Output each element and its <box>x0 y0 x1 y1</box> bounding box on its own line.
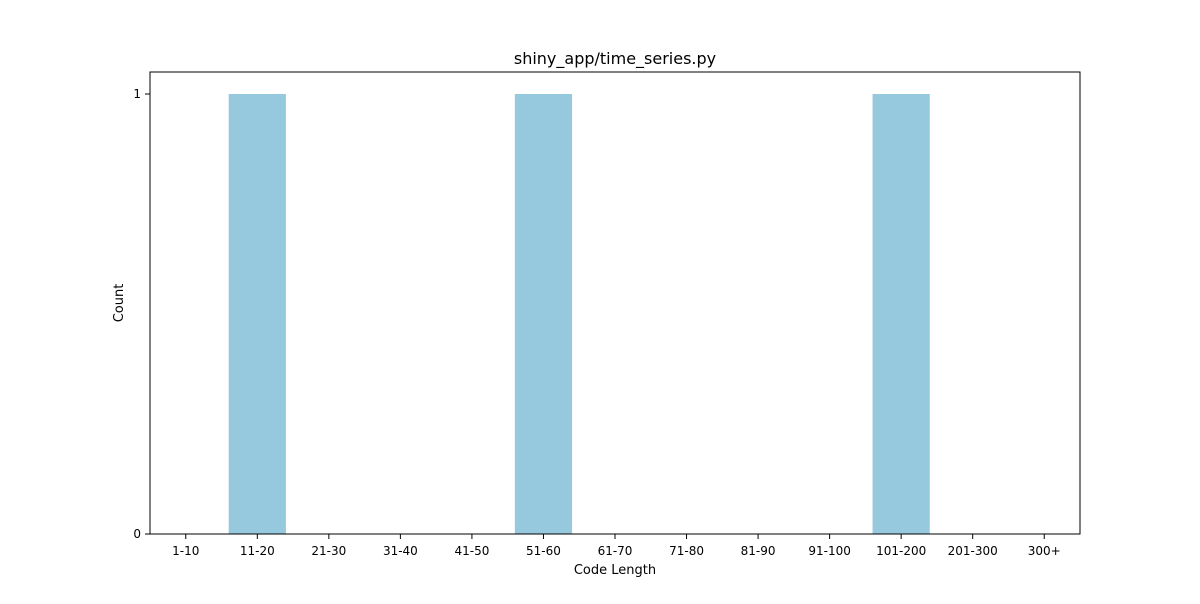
chart-title: shiny_app/time_series.py <box>514 49 716 69</box>
x-tick-label: 41-50 <box>454 544 489 558</box>
x-tick-label: 101-200 <box>876 544 926 558</box>
x-tick-label: 31-40 <box>383 544 418 558</box>
y-axis-label: Count <box>112 284 127 323</box>
bar-101-200 <box>872 94 930 534</box>
x-tick-label: 81-90 <box>741 544 776 558</box>
y-axis: 01 <box>133 87 150 541</box>
x-axis: 1-10 11-20 21-30 31-40 41-50 51-60 61-70 71-80 8… <box>172 534 1061 558</box>
y-tick-label: 0 <box>133 527 141 541</box>
x-tick-label: 11-20 <box>240 544 275 558</box>
x-tick-label: 21-30 <box>311 544 346 558</box>
x-tick-label: 91-100 <box>808 544 851 558</box>
x-tick-label: 300+ <box>1028 544 1061 558</box>
x-tick-label: 51-60 <box>526 544 561 558</box>
plot-frame <box>149 71 1081 535</box>
x-axis-label: Code Length <box>574 563 656 578</box>
bar-11-20 <box>228 94 286 534</box>
x-tick-label: 1-10 <box>172 544 199 558</box>
x-tick-label: 61-70 <box>598 544 633 558</box>
y-tick-label: 1 <box>133 87 141 101</box>
x-tick-label: 201-300 <box>948 544 998 558</box>
bars-group <box>228 94 930 534</box>
bar-51-60 <box>514 94 573 534</box>
x-tick-label: 71-80 <box>669 544 704 558</box>
